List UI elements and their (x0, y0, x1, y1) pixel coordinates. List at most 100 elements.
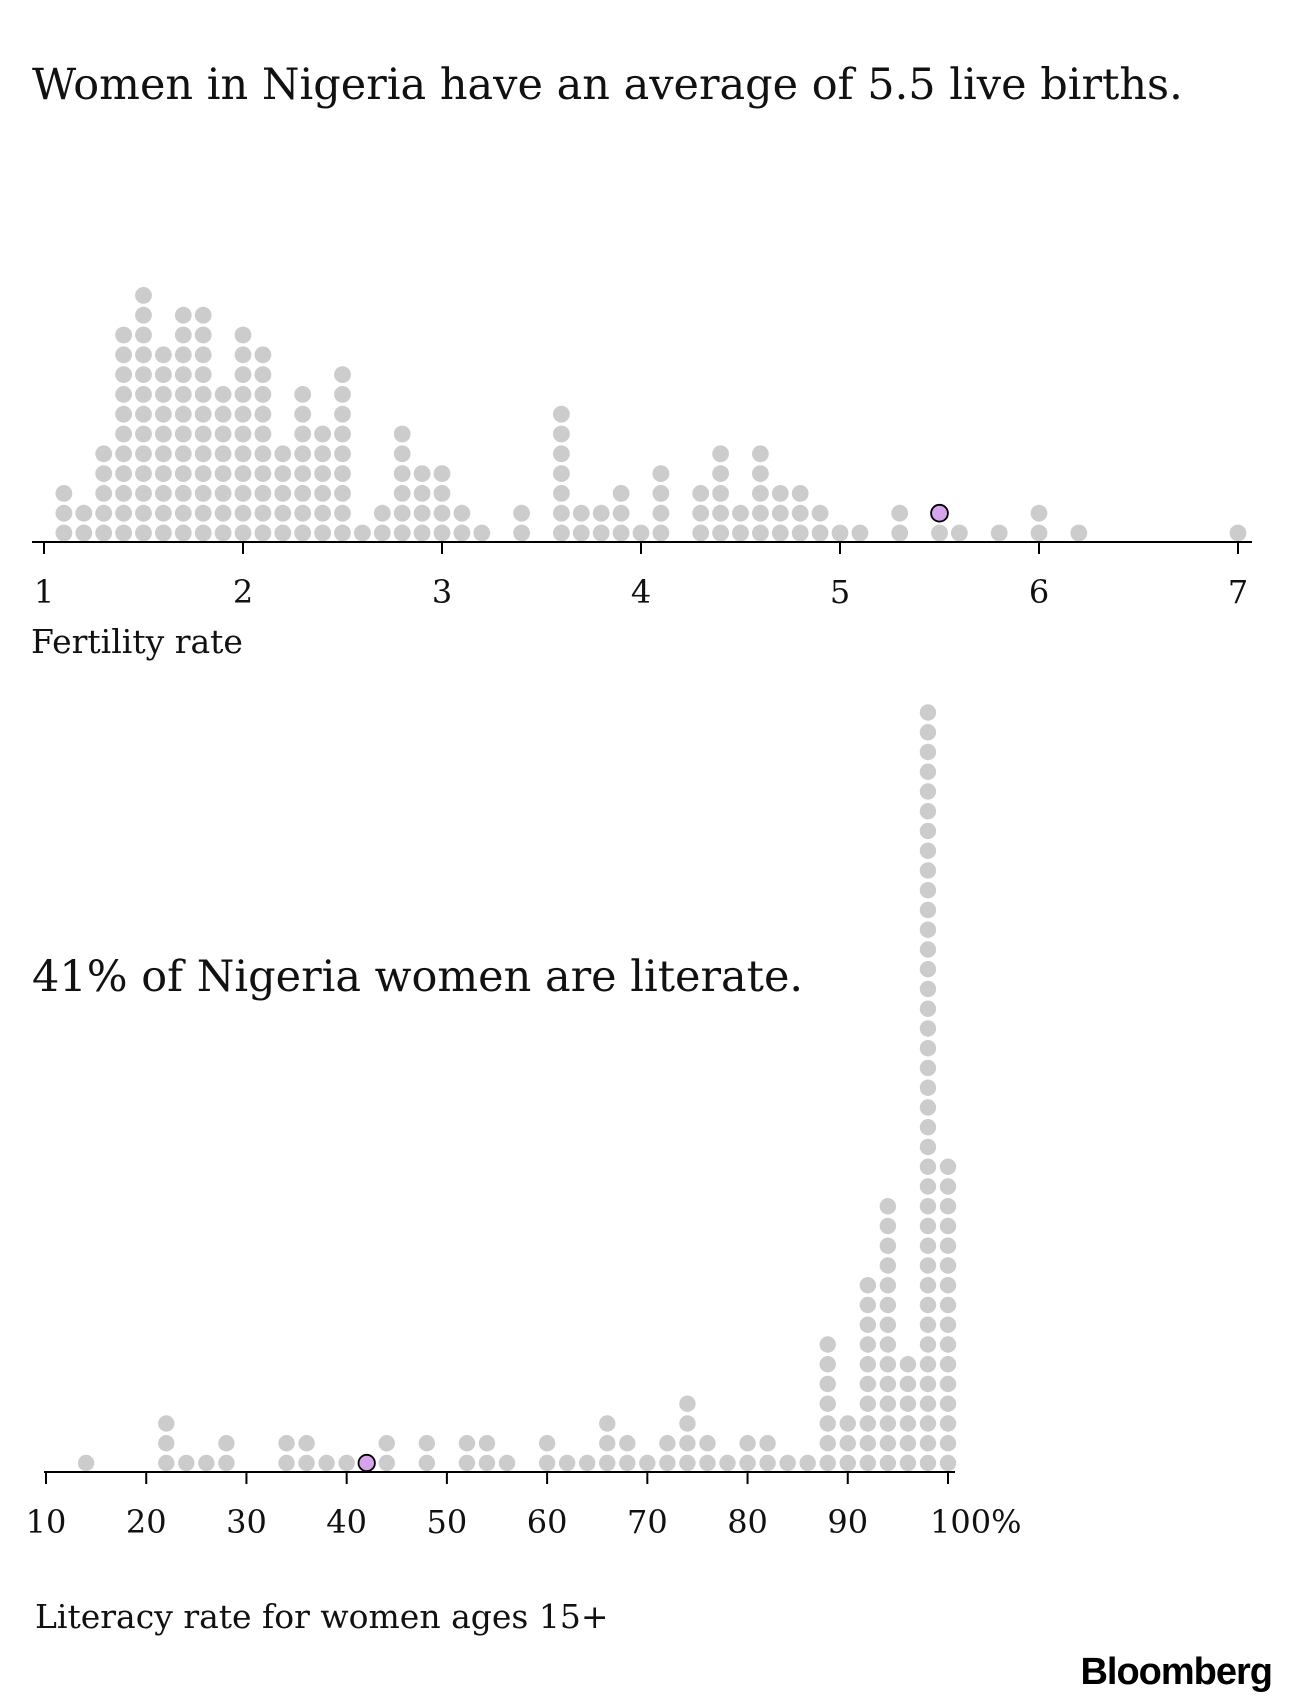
literacy-dot (899, 1356, 917, 1373)
fertility-dot (174, 366, 192, 383)
fertility-dot (513, 524, 530, 542)
fertility-dot (712, 445, 729, 463)
literacy-dot (919, 743, 937, 761)
fertility-dot (314, 465, 331, 482)
fertility-dot (294, 445, 312, 463)
literacy-dot (458, 1435, 476, 1452)
literacy-dot (859, 1454, 877, 1472)
fertility-x-axis-ticks: 1 2 3 4 5 6 7 (34, 542, 1248, 611)
fertility-dot (274, 445, 292, 463)
literacy-dot (919, 1336, 937, 1353)
literacy-dot (919, 1296, 937, 1314)
fertility-dot (274, 524, 292, 542)
literacy-dot (899, 1435, 917, 1452)
literacy-dot (619, 1435, 636, 1452)
fertility-dot (771, 485, 789, 502)
fertility-x-tick-label: 4 (631, 573, 651, 611)
fertility-dot (95, 465, 113, 482)
fertility-dot (612, 504, 630, 522)
literacy-dot (919, 1237, 937, 1254)
fertility-dot (752, 524, 769, 542)
fertility-dot (115, 405, 132, 423)
literacy-dot (659, 1435, 676, 1452)
literacy-dot (478, 1435, 496, 1452)
fertility-dot (354, 524, 371, 542)
fertility-chart-title: Women in Nigeria have an average of 5.5 … (32, 60, 1183, 110)
fertility-dot (274, 465, 292, 482)
literacy-x-tick-label: 90 (827, 1503, 868, 1541)
literacy-dot (919, 1198, 937, 1215)
fertility-dot (314, 445, 331, 463)
literacy-dot (819, 1336, 836, 1353)
fertility-dot (214, 405, 232, 423)
literacy-dot (919, 1395, 937, 1412)
fertility-dot (373, 524, 391, 542)
fertility-dot (95, 504, 113, 522)
literacy-dot (919, 1020, 937, 1037)
literacy-dot (939, 1277, 957, 1294)
fertility-dot (55, 485, 73, 502)
fertility-dot (174, 524, 192, 542)
literacy-x-axis-label: Literacy rate for women ages 15+ (35, 1597, 608, 1636)
literacy-dot (939, 1257, 957, 1274)
fertility-dot (732, 504, 749, 522)
literacy-dot (859, 1395, 877, 1412)
literacy-dot (879, 1257, 897, 1274)
literacy-dot (378, 1454, 395, 1472)
literacy-dot (939, 1375, 957, 1393)
fertility-dot (234, 445, 252, 463)
literacy-dot (719, 1454, 736, 1472)
literacy-dot (919, 1277, 937, 1294)
literacy-dot (919, 842, 937, 859)
fertility-dot (234, 366, 252, 383)
fertility-dot (214, 485, 232, 502)
fertility-dot (314, 504, 331, 522)
literacy-dot (919, 1000, 937, 1017)
fertility-dot (791, 485, 809, 502)
literacy-dot (919, 1415, 937, 1432)
literacy-dot (879, 1435, 897, 1452)
literacy-dot (899, 1415, 917, 1432)
literacy-dot (879, 1395, 897, 1412)
fertility-dot (135, 485, 152, 502)
literacy-dot (939, 1316, 957, 1333)
literacy-dot (919, 803, 937, 820)
literacy-dot (919, 961, 937, 978)
fertility-dot (652, 465, 670, 482)
fertility-dot (572, 504, 590, 522)
literacy-x-axis-ticks: 10 20 30 40 50 60 70 80 90 100% (26, 1472, 1021, 1541)
literacy-dot (178, 1454, 195, 1472)
fertility-dot (712, 485, 729, 502)
fertility-dot (433, 485, 451, 502)
fertility-dot (115, 485, 132, 502)
fertility-dot (612, 485, 630, 502)
literacy-dot (939, 1217, 957, 1235)
fertility-dot (553, 465, 570, 482)
bloomberg-logo: Bloomberg (1080, 1651, 1273, 1693)
fertility-dot (155, 405, 172, 423)
fertility-dot (553, 504, 570, 522)
fertility-dot (254, 405, 272, 423)
fertility-dot (155, 524, 172, 542)
literacy-dot (939, 1435, 957, 1452)
fertility-dot (1030, 524, 1048, 542)
fertility-dot (274, 485, 292, 502)
literacy-dot (759, 1435, 776, 1452)
fertility-dot (752, 504, 769, 522)
literacy-dot (899, 1395, 917, 1412)
fertility-dot (254, 524, 272, 542)
literacy-dot (919, 862, 937, 879)
literacy-dot (418, 1454, 436, 1472)
fertility-dot (413, 465, 431, 482)
fertility-dot (254, 485, 272, 502)
fertility-dot (135, 425, 152, 443)
literacy-dot (338, 1454, 355, 1472)
fertility-dot (95, 485, 113, 502)
literacy-dot (879, 1415, 897, 1432)
literacy-dot (919, 724, 937, 741)
fertility-dot (951, 524, 968, 542)
fertility-dot (155, 346, 172, 364)
literacy-dot (879, 1375, 897, 1393)
fertility-dot (831, 524, 849, 542)
fertility-dot (752, 465, 769, 482)
